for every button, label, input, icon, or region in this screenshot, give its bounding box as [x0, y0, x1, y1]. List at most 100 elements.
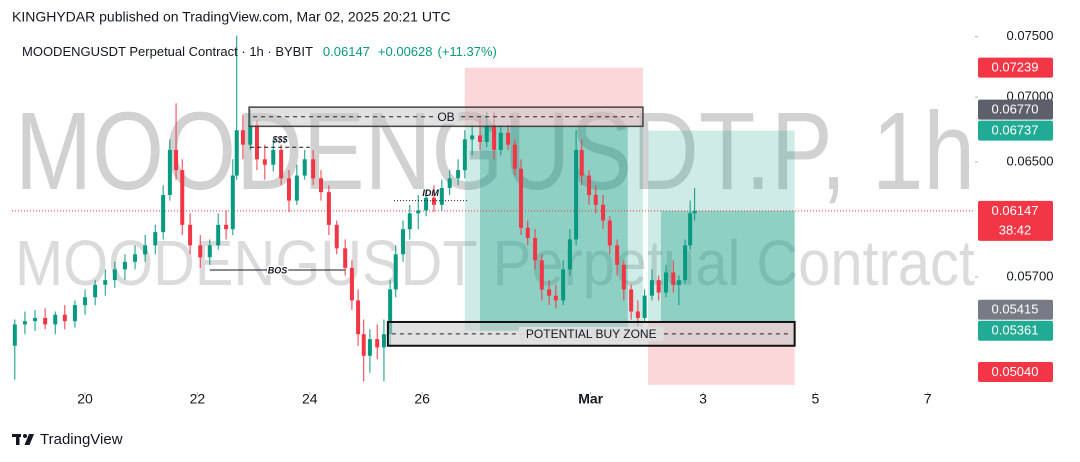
logo-part	[24, 434, 34, 445]
candle-body	[629, 289, 634, 312]
y-tick-label: 0.06500	[1007, 153, 1054, 168]
price-change-pct: (+11.37%)	[438, 44, 497, 59]
candle-body	[407, 213, 412, 230]
candle-body	[533, 237, 538, 261]
candle-body	[676, 280, 681, 285]
candle-body	[343, 248, 348, 268]
price-label: 0.06770	[992, 102, 1039, 117]
candle-body	[498, 132, 503, 150]
candle-body	[393, 254, 398, 290]
candle-body	[294, 175, 299, 201]
zone-label-bg	[433, 109, 459, 124]
candle-body	[12, 324, 17, 346]
x-tick-label: 3	[699, 391, 707, 407]
candle-body	[33, 317, 38, 322]
candle-body	[462, 139, 467, 171]
publisher-line: KINGHYDAR published on TradingView.com, …	[12, 9, 451, 25]
candle-body	[198, 245, 203, 258]
candle-body	[635, 311, 640, 318]
logo-part	[23, 434, 27, 438]
candle-body	[174, 149, 179, 171]
candle-body	[279, 149, 284, 179]
candle-body	[271, 149, 276, 165]
last-price: 0.06147	[323, 44, 370, 59]
candle-body	[525, 227, 530, 238]
candle-body	[593, 194, 598, 205]
candle-body	[401, 229, 406, 255]
candle-body	[361, 334, 366, 356]
candle-body	[375, 339, 380, 348]
candle-body	[649, 280, 654, 296]
price-label-bg	[978, 99, 1053, 120]
x-tick-label: 26	[414, 391, 430, 407]
candle-body	[161, 194, 166, 233]
candle-body	[688, 213, 693, 246]
candle-body	[230, 175, 235, 230]
candle-body	[93, 284, 98, 298]
brand-name: TradingView	[40, 431, 123, 448]
price-labels-layer: 0.07239 0.06770 0.06737 0.06147 38:42 0.05415…	[978, 57, 1053, 382]
candle-body	[302, 159, 307, 176]
x-tick-label: Mar	[578, 391, 603, 407]
candle-body	[447, 178, 452, 188]
level-label: IDM	[422, 188, 439, 198]
candle-body	[519, 168, 524, 228]
candle-body	[663, 272, 668, 293]
candle-body	[381, 334, 386, 348]
zone-label: OB	[437, 110, 454, 124]
candle-body	[43, 317, 48, 325]
candle-body	[326, 192, 331, 225]
zone-label-bg	[518, 326, 664, 341]
candle-body	[621, 264, 626, 290]
candle-body	[561, 269, 566, 301]
price-label: 0.05361	[992, 323, 1039, 338]
y-tick-label: 0.05700	[1007, 268, 1054, 283]
watermark-description: MOODENGUSDT Perpetual Contract	[15, 227, 975, 299]
x-tick-label: 7	[924, 391, 932, 407]
candle-body	[506, 132, 511, 145]
candle-body	[22, 321, 27, 325]
active-zone	[660, 210, 795, 322]
candle-body	[671, 272, 676, 285]
candle-body	[349, 267, 354, 301]
candle-body	[553, 295, 558, 301]
countdown: 38:42	[999, 222, 1032, 237]
zone-label: POTENTIAL BUY ZONE	[526, 327, 657, 341]
candle-body	[72, 305, 77, 322]
candle-body	[367, 339, 372, 356]
candle-body	[615, 245, 620, 265]
candle-body	[216, 224, 221, 246]
candle-body	[579, 149, 584, 176]
candle-body	[153, 232, 158, 246]
target-zone	[648, 130, 795, 322]
x-tick-label: 20	[77, 391, 93, 407]
candle-body	[424, 197, 429, 211]
candle-body	[167, 149, 172, 195]
candle-body	[143, 245, 148, 255]
price-label-bg	[978, 120, 1053, 141]
candle-body	[587, 175, 592, 195]
candle-body	[388, 289, 393, 335]
price-label-bg	[978, 362, 1053, 382]
candle-body	[103, 280, 108, 285]
candle-body	[133, 254, 138, 262]
candle-body	[512, 144, 517, 169]
price-label-bg	[978, 299, 1053, 320]
candle-body	[356, 300, 361, 335]
candle-body	[240, 130, 245, 145]
candle-body	[224, 224, 229, 230]
candle-body	[319, 178, 324, 193]
candle-body	[122, 261, 127, 270]
candle-body	[334, 224, 339, 249]
price-label: 0.06737	[992, 123, 1039, 138]
candle-body	[53, 314, 58, 325]
price-change: +0.00628	[378, 44, 433, 59]
candle-body	[311, 159, 316, 179]
logo-part	[16, 434, 20, 445]
candle-body	[180, 170, 185, 225]
candle-body	[692, 210, 697, 214]
candle-body	[683, 245, 688, 281]
candle-body	[547, 289, 552, 296]
